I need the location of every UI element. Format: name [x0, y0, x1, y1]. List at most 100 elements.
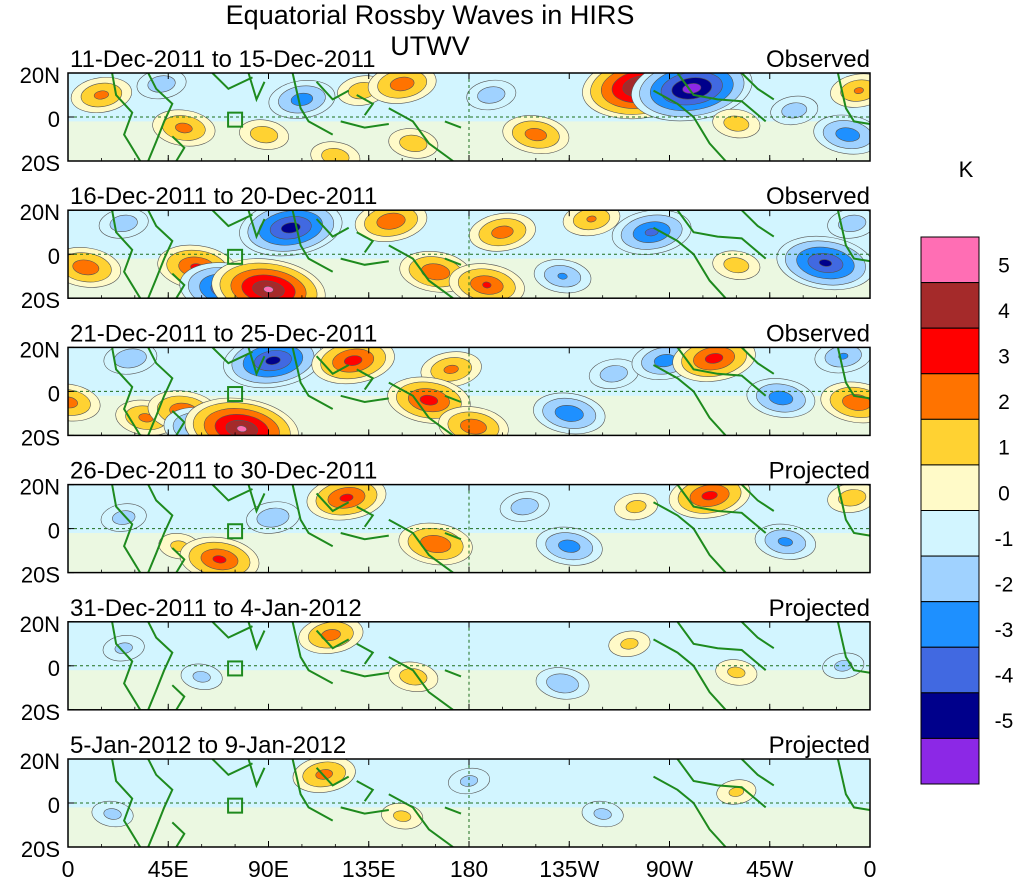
coastline: [676, 621, 767, 671]
coastline: [340, 257, 389, 266]
contour-level: [93, 90, 109, 100]
y-tick-label: 20S: [21, 700, 60, 725]
coastline: [740, 73, 775, 101]
x-tick-label: 180: [450, 856, 488, 882]
anomaly-blob: [268, 80, 336, 119]
region-marker: [227, 660, 244, 677]
anomaly-blob: [608, 630, 651, 657]
anomaly-blob: [776, 235, 870, 291]
anomaly-blob: [292, 759, 356, 793]
anomaly-blob: [746, 378, 816, 418]
contour-level: [727, 666, 746, 679]
coastline: [171, 547, 186, 573]
contour-level: [723, 115, 750, 132]
contour-level: [192, 671, 211, 683]
colorbar-box: [920, 692, 980, 739]
contour-level: [339, 493, 354, 502]
panel-status: Observed: [766, 183, 870, 210]
coastline: [676, 484, 767, 534]
coastline: [211, 73, 253, 91]
coastline: [247, 484, 266, 514]
coastline: [836, 484, 870, 537]
coastline: [111, 484, 142, 573]
anomaly-blob: [306, 484, 387, 521]
anomaly-blob: [211, 258, 326, 299]
contour-level: [256, 507, 290, 528]
colorbar-label: 4: [998, 300, 1010, 323]
chart-title: Equatorial Rossby Waves in HIRS UTWV: [225, 0, 635, 61]
colorbar-units: K: [959, 157, 974, 182]
map-panel-4: 20N 0 20S 26-Dec-2011 to 30-Dec-2011 Project…: [20, 458, 871, 588]
y-tick-label: 0: [48, 519, 60, 544]
coastlines: [111, 73, 870, 161]
contour-level: [72, 259, 100, 276]
x-tick-label: 45E: [148, 856, 189, 882]
coastline: [247, 210, 266, 240]
contour-level: [249, 126, 279, 144]
anomaly-blob: [152, 109, 216, 147]
y-tick-label: 20S: [21, 288, 60, 313]
anomaly-blob: [438, 406, 509, 436]
contour-level: [768, 390, 794, 406]
coastline: [111, 210, 142, 299]
y-tick-label: 0: [48, 656, 60, 681]
map-panel-6: 20N 0 20S 5-Jan-2012 to 9-Jan-2012 Projected: [20, 732, 871, 862]
colorbar-label: 3: [998, 346, 1010, 369]
region-marker: [227, 386, 244, 403]
coastline: [211, 210, 253, 228]
coastline: [444, 669, 462, 678]
x-tick-label: 0: [62, 856, 75, 882]
coastlines: [111, 484, 870, 573]
colorbar-box: [920, 327, 980, 375]
contour-level: [103, 808, 122, 820]
anomaly-blob: [354, 210, 428, 242]
contour-level: [599, 365, 628, 383]
y-tick-label: 20S: [21, 151, 60, 176]
coastline: [211, 347, 253, 365]
y-tick-label: 20N: [20, 749, 60, 774]
panel-status: Observed: [766, 46, 870, 73]
y-tick-label: 20N: [20, 337, 60, 362]
coastline: [356, 368, 375, 391]
anomaly-blob: [448, 767, 490, 795]
contour-level: [838, 489, 867, 507]
anomaly-blob: [469, 212, 536, 252]
coastline: [356, 231, 375, 253]
contour-level: [175, 122, 193, 134]
anomaly-blob: [611, 210, 692, 255]
contour-level: [781, 102, 808, 119]
colorbar: K 5 4 3 2 1 0 -1 -2 -3 -4 -5: [920, 157, 1014, 785]
coastline: [388, 656, 454, 710]
region-marker: [227, 523, 244, 540]
coastline: [356, 780, 375, 802]
contour-level: [491, 225, 514, 239]
coastline: [147, 484, 174, 573]
colorbar-box: [920, 555, 980, 603]
contour-level: [443, 364, 459, 374]
contour-level: [265, 356, 281, 365]
anomaly-blob: [499, 491, 550, 522]
anomaly-blob: [754, 523, 816, 560]
anomaly-blob: [98, 210, 149, 239]
coastline: [836, 347, 870, 400]
contour-level: [593, 808, 612, 820]
colorbar-label: -2: [995, 573, 1014, 596]
y-tick-label: 20S: [21, 425, 60, 450]
contour-level: [546, 673, 579, 694]
coastline: [315, 629, 350, 650]
contour-level: [389, 76, 415, 92]
coastline: [171, 135, 186, 161]
contour-level: [557, 272, 568, 280]
coastline: [171, 684, 186, 710]
anomaly-blob: [712, 250, 761, 280]
coastline: [247, 347, 266, 377]
coastline: [111, 73, 142, 161]
coastline: [836, 621, 870, 674]
x-tick-label: 135W: [539, 856, 599, 882]
coastline: [340, 532, 389, 541]
panel-date: 16-Dec-2011 to 20-Dec-2011: [70, 183, 377, 210]
coastline: [388, 244, 454, 299]
coastline: [388, 518, 454, 573]
coastline: [676, 210, 767, 260]
anomaly-blob: [712, 108, 761, 139]
